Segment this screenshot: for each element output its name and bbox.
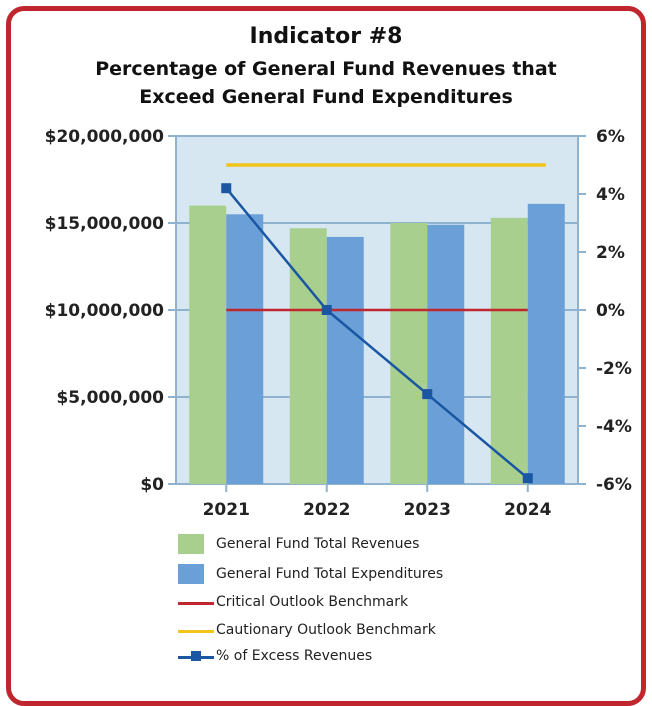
legend-swatch-critical [178, 602, 214, 605]
legend-label-critical: Critical Outlook Benchmark [216, 594, 409, 610]
bar-revenues [289, 228, 327, 484]
chart-subtitle-line-1: Percentage of General Fund Revenues that [95, 58, 557, 80]
y-right-tick-label: 0% [596, 301, 625, 321]
chart-plot: $0 $5,000,000 $10,000,000 $15,000,000 $20,00… [45, 127, 632, 520]
legend-item-revenues: General Fund Total Revenues [178, 534, 498, 558]
excess-revenues-marker [221, 183, 232, 194]
x-tick-label: 2022 [303, 500, 350, 520]
y-right-tick-label: 2% [596, 243, 625, 263]
legend-marker-excess [191, 651, 201, 661]
x-tick-label: 2023 [404, 500, 451, 520]
legend-swatch-cautionary [178, 630, 214, 633]
y-right-tick-label: -4% [596, 417, 632, 437]
y-right-tick-label: -2% [596, 359, 632, 379]
legend-item-critical: Critical Outlook Benchmark [178, 592, 498, 616]
x-tick-label: 2024 [504, 500, 551, 520]
y-right-tick-label: 6% [596, 127, 625, 147]
legend-item-expenditures: General Fund Total Expenditures [178, 564, 498, 588]
excess-revenues-marker [422, 389, 433, 400]
bar-expenditures [326, 236, 364, 484]
chart-subtitle-line-2: Exceed General Fund Expenditures [139, 86, 513, 108]
x-tick-label: 2021 [203, 500, 250, 520]
chart-title: Indicator #8 [249, 24, 403, 49]
legend-swatch-revenues [178, 534, 204, 554]
legend-swatch-expenditures [178, 564, 204, 584]
excess-revenues-marker [522, 473, 533, 484]
y-left-tick-label: $15,000,000 [45, 214, 165, 234]
excess-revenues-line [225, 187, 529, 480]
bar-revenues [189, 205, 227, 484]
legend-label-excess: % of Excess Revenues [216, 648, 373, 664]
legend-label-expenditures: General Fund Total Expenditures [216, 566, 444, 582]
bar-expenditures [427, 224, 465, 485]
y-left-tick-label: $20,000,000 [45, 127, 165, 147]
y-right-tick-label: -6% [596, 475, 632, 495]
bar-revenues [490, 217, 528, 484]
y-left-tick-label: $0 [140, 475, 164, 495]
bar-expenditures [226, 214, 264, 485]
legend-label-cautionary: Cautionary Outlook Benchmark [216, 622, 436, 638]
y-left-tick-label: $5,000,000 [56, 388, 164, 408]
legend-item-cautionary: Cautionary Outlook Benchmark [178, 620, 498, 644]
legend-item-excess: % of Excess Revenues [178, 646, 498, 670]
excess-revenues-marker [321, 305, 332, 315]
y-left-tick-label: $10,000,000 [45, 301, 165, 321]
bar-revenues [390, 223, 428, 484]
y-right-tick-label: 4% [596, 185, 625, 205]
legend-label-revenues: General Fund Total Revenues [216, 536, 420, 552]
bar-expenditures [527, 203, 565, 485]
